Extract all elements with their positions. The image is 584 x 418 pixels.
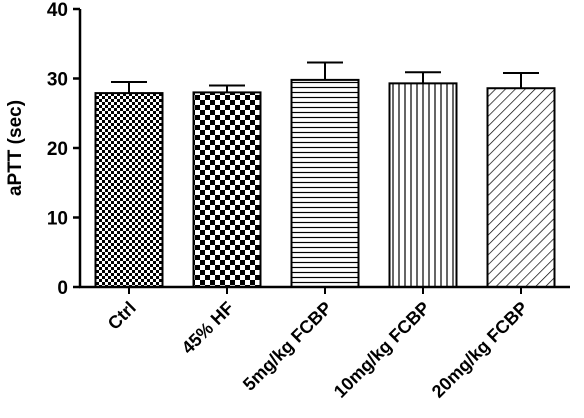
- bars-group: [94, 61, 556, 289]
- x-category-label: 5mg/kg FCBP: [239, 298, 336, 395]
- x-category-label: 10mg/kg FCBP: [330, 298, 434, 402]
- y-tick-label: 20: [47, 139, 68, 160]
- y-tick-label: 0: [57, 278, 68, 299]
- bar-0: [94, 92, 164, 288]
- y-tick-label: 30: [47, 70, 68, 91]
- x-category-label: 20mg/kg FCBP: [428, 298, 532, 402]
- y-axis-title: aPTT (sec): [5, 100, 26, 196]
- y-tick-label: 40: [47, 0, 68, 21]
- bar-2: [290, 78, 360, 288]
- y-axis-ticks: 0 10 20 30 40: [47, 0, 80, 299]
- bar-4: [486, 87, 556, 289]
- axes-group: [78, 9, 570, 294]
- bar-1: [192, 91, 262, 289]
- y-tick-label: 10: [47, 209, 68, 230]
- x-category-label: Ctrl: [104, 298, 140, 334]
- y-axis-title-group: aPTT (sec): [5, 100, 26, 196]
- x-category-label: 45% HF: [178, 298, 238, 358]
- bar-3: [388, 82, 458, 288]
